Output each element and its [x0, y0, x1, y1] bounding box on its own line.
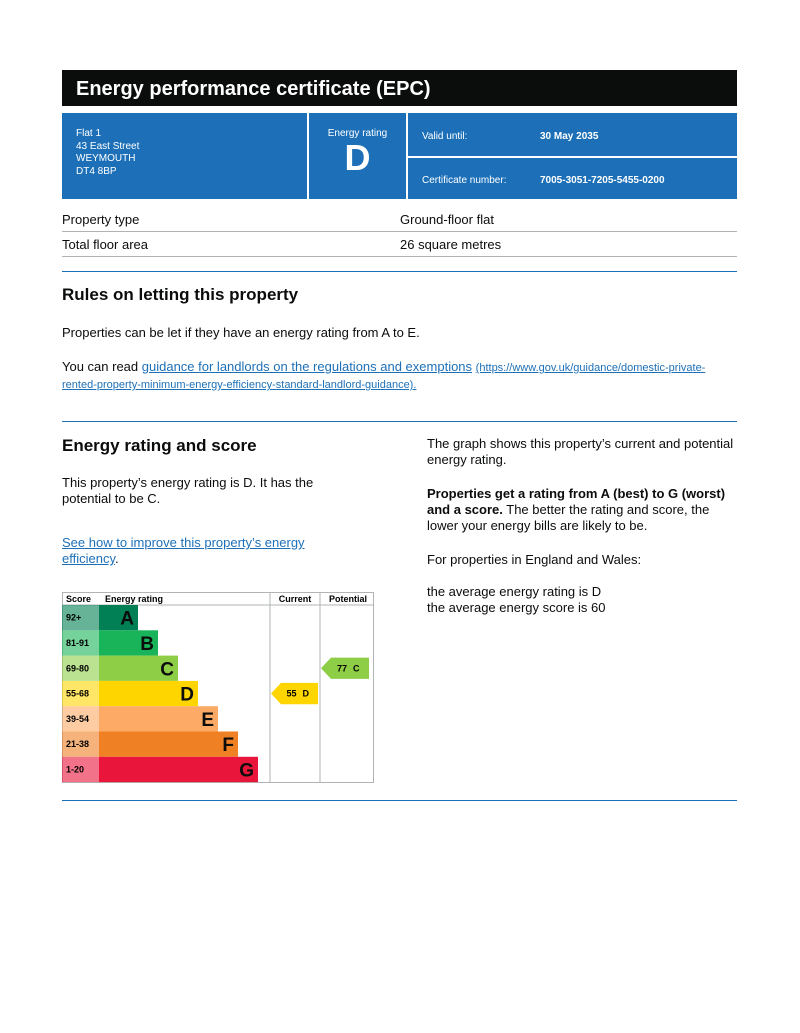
band-letter: F	[222, 735, 234, 756]
title: Energy performance certificate (EPC)	[76, 78, 431, 100]
rating-box: Energy rating D	[309, 113, 406, 199]
score-range: 1-20	[66, 764, 84, 774]
band-bar	[99, 680, 198, 707]
rating-label: Energy rating	[327, 128, 388, 139]
band-bar	[99, 706, 218, 732]
epc-graph: Score Energy rating Current Potential 92+ A 81…	[62, 592, 374, 783]
paragraph: the average energy rating is D	[427, 584, 602, 599]
text: You can read	[62, 359, 142, 374]
current-score: 55	[286, 689, 296, 699]
score-range: 69-80	[66, 663, 89, 673]
band-letter: C	[160, 659, 174, 680]
section-rule	[62, 421, 737, 422]
url[interactable]: (https://www.gov.uk/guidance/domestic-pr…	[62, 362, 706, 391]
score-cell	[62, 605, 99, 631]
header-bar: Energy performance certificate (EPC)	[62, 70, 737, 106]
text: The better the rating and score, the low…	[427, 502, 710, 533]
band-letter: A	[120, 609, 134, 630]
score-cell	[62, 731, 99, 757]
score-range: 92+	[66, 613, 81, 623]
band-bar	[99, 630, 158, 656]
score-cell	[62, 706, 99, 732]
band-letter: D	[180, 685, 194, 706]
address-line: WEYMOUTH	[76, 153, 136, 164]
address: Flat 1 43 East Street WEYMOUTH DT4 8BP	[76, 128, 139, 178]
right-column: The graph shows this property’s current …	[427, 436, 737, 616]
cert-number: 7005-3051-7205-5455-0200	[540, 175, 665, 186]
section-rule	[62, 800, 737, 801]
row-line	[62, 256, 737, 257]
cert-label: Certificate number:	[422, 175, 507, 186]
paragraph: the average energy score is 60	[427, 600, 606, 615]
score-range: 39-54	[66, 714, 89, 724]
row-line	[62, 231, 737, 232]
score-range: 55-68	[66, 689, 89, 699]
address-line: DT4 8BP	[76, 165, 117, 177]
current-rating: D	[303, 689, 310, 699]
band-bar	[99, 731, 238, 757]
paragraph: This property’s energy rating is D. It h…	[62, 475, 314, 506]
valid-box: Valid until: 30 May 2035	[408, 113, 737, 156]
link[interactable]: See how to improve this property’s energ…	[62, 535, 305, 566]
rating: D	[344, 137, 371, 178]
band-bar	[99, 756, 258, 783]
property-label: Property type	[62, 212, 140, 227]
cert-box: Certificate number: 7005-3051-7205-5455-…	[408, 158, 737, 199]
address-line: 43 East Street	[76, 140, 140, 152]
address-line: Flat 1	[76, 128, 102, 139]
potential-arrow	[321, 657, 369, 679]
address-box: Flat 1 43 East Street WEYMOUTH DT4 8BP	[62, 113, 307, 199]
paragraph: Properties get a rating from A (best) to…	[427, 486, 737, 534]
property-value: 26 square metres	[400, 237, 502, 252]
score-cell	[62, 680, 99, 707]
band-bar	[99, 655, 178, 681]
paragraph: See how to improve this property’s energ…	[62, 535, 332, 567]
current-arrow	[271, 682, 318, 705]
potential-rating: C	[353, 663, 360, 673]
section-rule	[62, 271, 737, 272]
column-header: Potential	[329, 594, 367, 604]
link[interactable]: guidance for landlords on the regulation…	[141, 359, 473, 374]
column-header: Current	[279, 594, 312, 604]
section-heading: Rules on letting this property	[62, 285, 299, 304]
score-range: 21-38	[66, 739, 89, 749]
bold-text: Properties get a rating from A (best) to…	[427, 486, 726, 517]
column-header: Score	[66, 594, 91, 604]
valid-label: Valid until:	[422, 131, 468, 142]
score-cell	[62, 655, 99, 681]
paragraph: For properties in England and Wales:	[427, 552, 642, 567]
valid-until: 30 May 2035	[540, 131, 599, 142]
band-bar	[99, 605, 138, 631]
score-range: 81-91	[66, 638, 89, 648]
band-letter: G	[239, 760, 254, 781]
paragraph: Properties can be let if they have an en…	[62, 325, 420, 340]
band-letter: B	[140, 634, 154, 655]
text: .	[115, 551, 119, 566]
score-cell	[62, 630, 99, 656]
paragraph: The graph shows this property’s current …	[427, 436, 734, 467]
band-letter: E	[201, 710, 214, 731]
potential-score: 77	[337, 663, 347, 673]
score-cell	[62, 756, 99, 783]
paragraph: You can read guidance for landlords on t…	[62, 359, 712, 393]
section-heading: Energy rating and score	[62, 436, 257, 455]
property-label: Total floor area	[62, 237, 148, 252]
column-header: Energy rating	[105, 594, 163, 604]
property-value: Ground-floor flat	[400, 212, 494, 227]
